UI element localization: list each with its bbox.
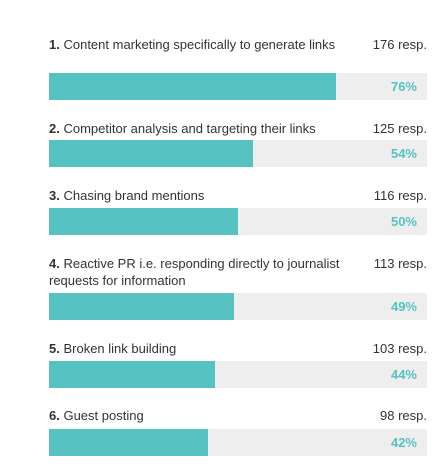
response-count: 98 resp. xyxy=(380,408,427,423)
bar-label: 3. Chasing brand mentions xyxy=(49,187,359,204)
category-label: Competitor analysis and targeting their … xyxy=(63,121,316,136)
bar-fill xyxy=(49,429,208,456)
rank-number: 6. xyxy=(49,408,60,423)
bar-track: 50% xyxy=(49,208,427,235)
bar-track: 76% xyxy=(49,73,427,100)
bar-track: 42% xyxy=(49,429,427,456)
bar-fill xyxy=(49,140,254,167)
category-label: Chasing brand mentions xyxy=(63,188,205,203)
percent-label: 44% xyxy=(390,367,417,382)
bar-fill xyxy=(49,361,216,388)
rank-number: 1. xyxy=(49,37,60,52)
category-label: Broken link building xyxy=(63,341,177,356)
rank-number: 2. xyxy=(49,121,60,136)
bar-fill xyxy=(49,208,238,235)
response-count: 125 resp. xyxy=(372,121,427,136)
response-count: 116 resp. xyxy=(373,188,427,203)
percent-label: 76% xyxy=(390,79,417,94)
bar-track: 44% xyxy=(49,361,427,388)
bar-label: 1. Content marketing specifically to gen… xyxy=(49,36,359,53)
bar-label: 4. Reactive PR i.e. responding directly … xyxy=(49,255,359,289)
rank-number: 4. xyxy=(49,256,60,271)
category-label: Reactive PR i.e. responding directly to … xyxy=(49,256,340,288)
response-count: 176 resp. xyxy=(372,37,427,52)
bar-track: 54% xyxy=(49,140,427,167)
bar-label: 5. Broken link building xyxy=(49,340,359,357)
category-label: Content marketing specifically to genera… xyxy=(63,37,336,52)
percent-label: 54% xyxy=(390,146,417,161)
bar-fill xyxy=(49,73,337,100)
response-count: 113 resp. xyxy=(373,256,427,271)
percent-label: 50% xyxy=(390,214,417,229)
rank-number: 3. xyxy=(49,188,60,203)
category-label: Guest posting xyxy=(63,408,144,423)
rank-number: 5. xyxy=(49,341,60,356)
bar-fill xyxy=(49,293,235,320)
percent-label: 49% xyxy=(390,299,417,314)
bar-track: 49% xyxy=(49,293,427,320)
bar-label: 2. Competitor analysis and targeting the… xyxy=(49,120,369,137)
percent-label: 42% xyxy=(390,435,417,450)
response-count: 103 resp. xyxy=(372,341,427,356)
bar-label: 6. Guest posting xyxy=(49,407,359,424)
